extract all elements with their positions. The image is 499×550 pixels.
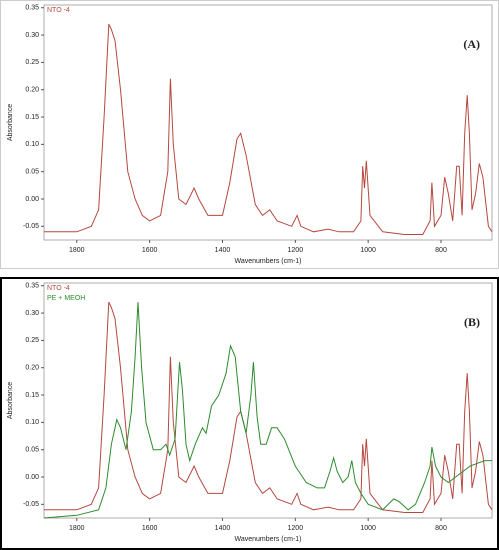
y-tick-label: 0.20 <box>25 365 39 372</box>
y-tick-label: 0.35 <box>25 5 39 12</box>
x-axis-label: Wavenumbers (cm-1) <box>234 536 301 543</box>
y-tick-label: 0.20 <box>25 87 39 94</box>
x-tick-label: 1600 <box>142 525 158 532</box>
x-tick-label: 1800 <box>69 247 85 254</box>
y-tick-label: -0.05 <box>23 501 39 508</box>
y-tick-label: 0.15 <box>25 392 39 399</box>
x-tick-label: 800 <box>435 247 447 254</box>
panel-a-frame <box>0 0 499 269</box>
y-tick-label: 0.15 <box>25 114 39 121</box>
y-tick-label: 0.10 <box>25 419 39 426</box>
spectrum-line <box>44 301 493 513</box>
legend-entry: PE + MEOH <box>47 295 85 302</box>
legend-entry: NTO -4 <box>47 285 70 292</box>
x-tick-label: 1400 <box>215 247 231 254</box>
panel-label: (B) <box>464 315 480 329</box>
y-tick-label: 0.00 <box>25 196 39 203</box>
x-tick-label: 800 <box>435 525 447 532</box>
x-tick-label: 1200 <box>288 247 304 254</box>
plot-area <box>43 282 493 519</box>
y-tick-label: 0.05 <box>25 169 39 176</box>
y-tick-label: 0.30 <box>25 310 39 317</box>
y-tick-label: 0.05 <box>25 447 39 454</box>
y-tick-label: 0.30 <box>25 32 39 39</box>
legend-entry: NTO -4 <box>47 7 70 14</box>
spectrum-line <box>44 23 493 235</box>
y-axis-label: Absorbance <box>7 104 14 141</box>
panel-b-frame <box>0 277 499 550</box>
y-tick-label: 0.35 <box>25 283 39 290</box>
y-tick-label: 0.00 <box>25 474 39 481</box>
y-tick-label: -0.05 <box>23 223 39 230</box>
spectrum-line <box>43 302 492 519</box>
panel-label: (A) <box>463 37 480 51</box>
plot-area <box>43 4 493 241</box>
x-tick-label: 1000 <box>360 247 376 254</box>
x-axis-label: Wavenumbers (cm-1) <box>234 258 301 265</box>
y-tick-label: 0.10 <box>25 141 39 148</box>
x-tick-label: 1600 <box>142 247 158 254</box>
y-axis-label: Absorbance <box>7 382 14 419</box>
y-tick-label: 0.25 <box>25 337 39 344</box>
x-tick-label: 1000 <box>360 525 376 532</box>
x-tick-label: 1400 <box>215 525 231 532</box>
y-tick-label: 0.25 <box>25 59 39 66</box>
x-tick-label: 1800 <box>69 525 85 532</box>
x-tick-label: 1200 <box>288 525 304 532</box>
